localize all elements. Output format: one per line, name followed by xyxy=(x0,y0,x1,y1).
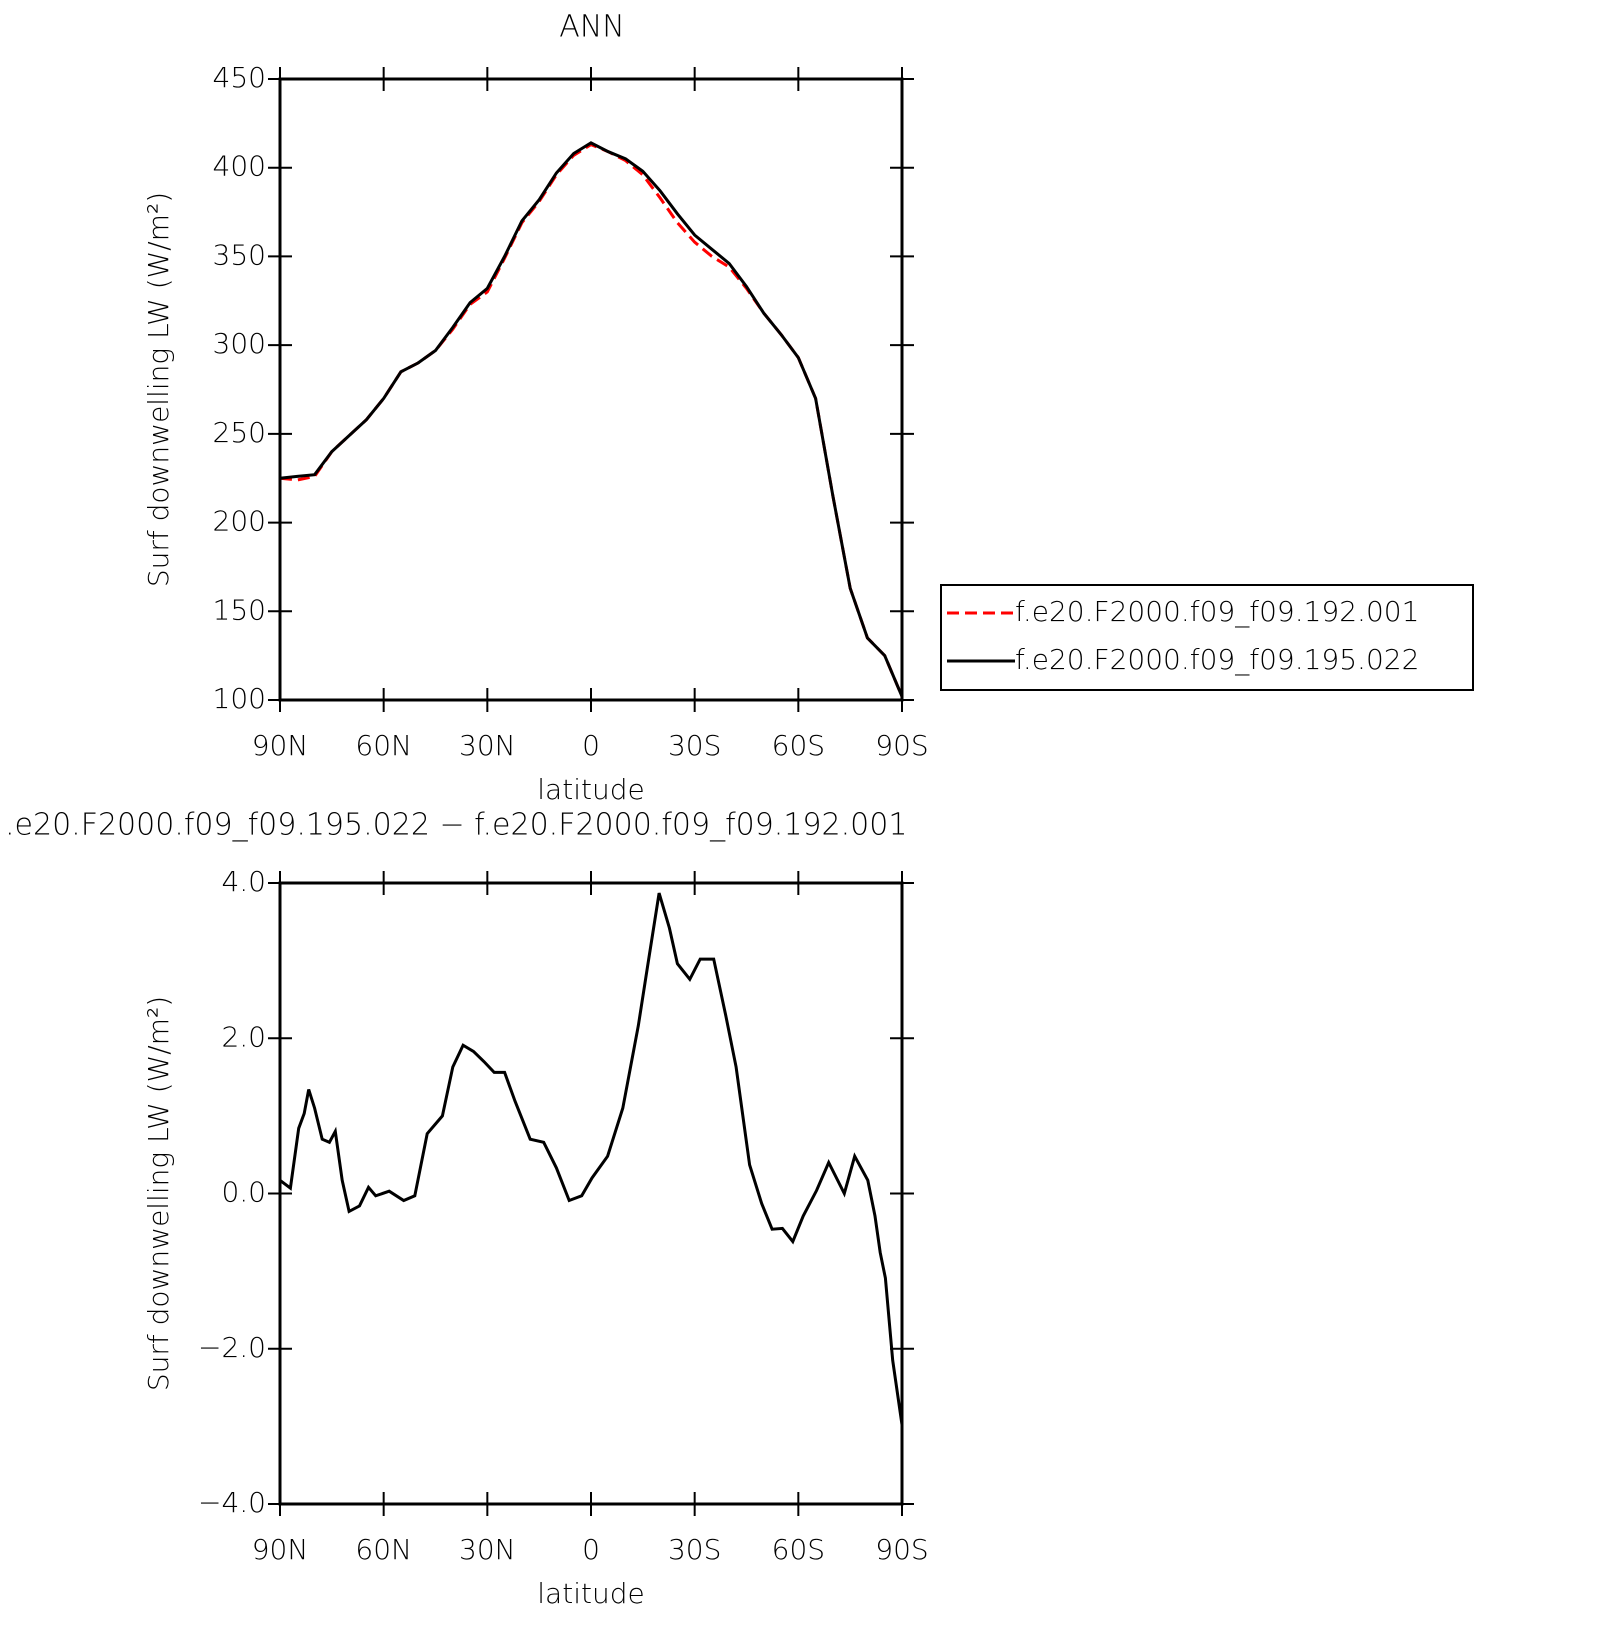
y-tick-label: 0.0 xyxy=(221,1176,266,1209)
plot-frame xyxy=(278,77,904,702)
chart-title: ANN xyxy=(559,10,624,45)
x-tick-label: 60S xyxy=(772,729,825,762)
x-tick-label: 30N xyxy=(459,729,516,762)
data-line xyxy=(279,892,904,1426)
x-axis-title: latitude xyxy=(537,1577,644,1610)
y-tick-label: 350 xyxy=(213,238,266,271)
y-tick-label: −4.0 xyxy=(198,1486,266,1519)
x-tick-label: 90S xyxy=(875,1533,928,1566)
x-tick-label: 90N xyxy=(252,1533,309,1566)
y-tick-label: 400 xyxy=(213,150,266,183)
legend-label: f.e20.F2000.f09_f09.195.022 xyxy=(1015,643,1419,677)
x-tick-label: 0 xyxy=(582,729,600,762)
y-axis-title: Surf downwelling LW (W/m²) xyxy=(142,996,175,1391)
chart-title: .e20.F2000.f09_f09.195.022 − f.e20.F2000… xyxy=(5,808,907,843)
y-tick-label: −2.0 xyxy=(198,1331,266,1364)
x-tick-label: 60N xyxy=(355,729,412,762)
y-tick-label: 4.0 xyxy=(221,865,266,898)
x-tick-label: 30S xyxy=(668,1533,721,1566)
legend-box xyxy=(940,584,1474,691)
x-tick-label: 90S xyxy=(875,729,928,762)
y-tick-label: 200 xyxy=(213,505,266,538)
y-tick-label: 450 xyxy=(213,61,266,94)
y-tick-label: 300 xyxy=(213,327,266,360)
data-line xyxy=(279,141,904,698)
x-tick-label: 30N xyxy=(459,1533,516,1566)
y-axis-title: Surf downwelling LW (W/m²) xyxy=(142,192,175,587)
x-tick-label: 60N xyxy=(355,1533,412,1566)
y-tick-label: 250 xyxy=(213,416,266,449)
x-tick-label: 60S xyxy=(772,1533,825,1566)
x-tick-label: 90N xyxy=(252,729,309,762)
legend-label: f.e20.F2000.f09_f09.192.001 xyxy=(1015,595,1419,629)
y-tick-label: 2.0 xyxy=(221,1020,266,1053)
y-tick-label: 150 xyxy=(213,593,266,626)
data-line xyxy=(279,142,904,698)
plot-frame xyxy=(278,881,904,1506)
x-axis-title: latitude xyxy=(537,773,644,806)
x-tick-label: 30S xyxy=(668,729,721,762)
x-tick-label: 0 xyxy=(582,1533,600,1566)
y-tick-label: 100 xyxy=(213,682,266,715)
